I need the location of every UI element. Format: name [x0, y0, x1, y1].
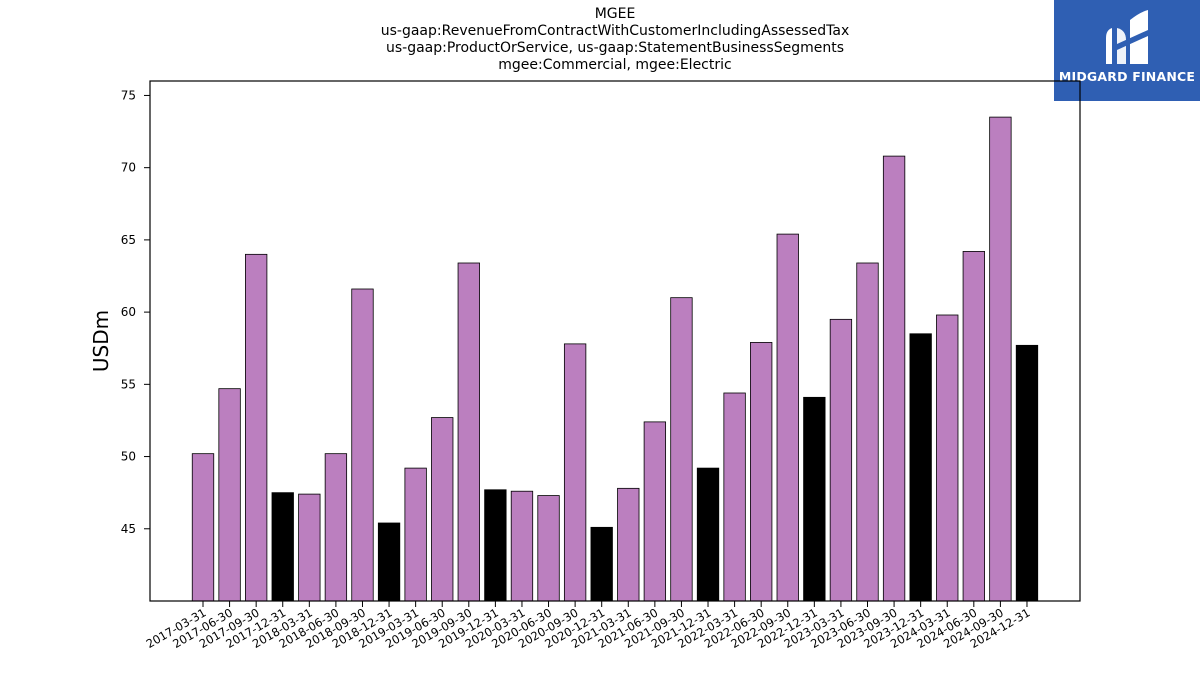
chart-title-line-4: mgee:Commercial, mgee:Electric	[498, 57, 732, 73]
y-tick-label-60: 60	[121, 305, 136, 319]
chart-title-line-2: us-gaap:RevenueFromContractWithCustomerI…	[380, 23, 850, 39]
y-tick-label-50: 50	[121, 450, 136, 464]
y-tick-label-55: 55	[121, 377, 136, 391]
bar-2021-09-30	[670, 297, 693, 602]
bar-2021-12-31	[696, 467, 720, 602]
bar-2020-03-31	[510, 490, 534, 602]
bar-2018-06-30	[324, 453, 348, 602]
bar-2019-03-31	[404, 467, 427, 602]
bar-2024-12-31	[1015, 344, 1039, 602]
chart-title: MGEE us-gaap:RevenueFromContractWithCust…	[150, 6, 1080, 74]
bar-2019-12-31	[484, 489, 507, 602]
bar-2019-06-30	[431, 417, 454, 602]
bar-2021-03-31	[617, 487, 640, 602]
bar-2024-03-31	[936, 314, 959, 602]
bar-2022-03-31	[723, 392, 746, 602]
midgard-finance-logo: MIDGARD FINANCE	[1054, 0, 1200, 101]
bar-2020-09-30	[563, 343, 587, 602]
bar-2023-09-30	[882, 155, 906, 602]
y-tick-label-65: 65	[121, 233, 136, 247]
bar-2017-09-30	[245, 253, 268, 602]
y-axis-label: USDm	[89, 310, 113, 372]
bar-2019-09-30	[457, 262, 480, 602]
chart-title-line-3: us-gaap:ProductOrService, us-gaap:Statem…	[385, 40, 844, 56]
bar-2020-06-30	[537, 495, 560, 602]
bar-2023-12-31	[909, 333, 932, 602]
bar-2022-09-30	[776, 233, 799, 602]
bar-2022-12-31	[803, 396, 826, 602]
bar-2018-03-31	[298, 493, 321, 602]
bar-2020-12-31	[590, 526, 613, 602]
bar-2018-09-30	[351, 288, 374, 602]
chart-title-line-1: MGEE	[594, 6, 636, 22]
bar-2021-06-30	[643, 421, 667, 602]
midgard-logo-icon	[1106, 10, 1148, 64]
y-tick-label-70: 70	[121, 161, 136, 175]
logo-text: MIDGARD FINANCE	[1058, 69, 1196, 84]
plot-frame	[149, 80, 1081, 602]
bar-2017-06-30	[218, 388, 241, 602]
y-tick-label-75: 75	[121, 88, 136, 102]
bar-2018-12-31	[377, 522, 401, 602]
bar-2024-09-30	[989, 116, 1012, 602]
bar-2024-06-30	[962, 251, 985, 602]
bar-2022-06-30	[750, 342, 773, 602]
y-tick-label-45: 45	[121, 522, 136, 536]
bar-2017-12-31	[271, 492, 294, 602]
bar-2017-03-31	[191, 453, 215, 602]
bar-2023-06-30	[856, 262, 879, 602]
bar-2023-03-31	[829, 318, 853, 602]
